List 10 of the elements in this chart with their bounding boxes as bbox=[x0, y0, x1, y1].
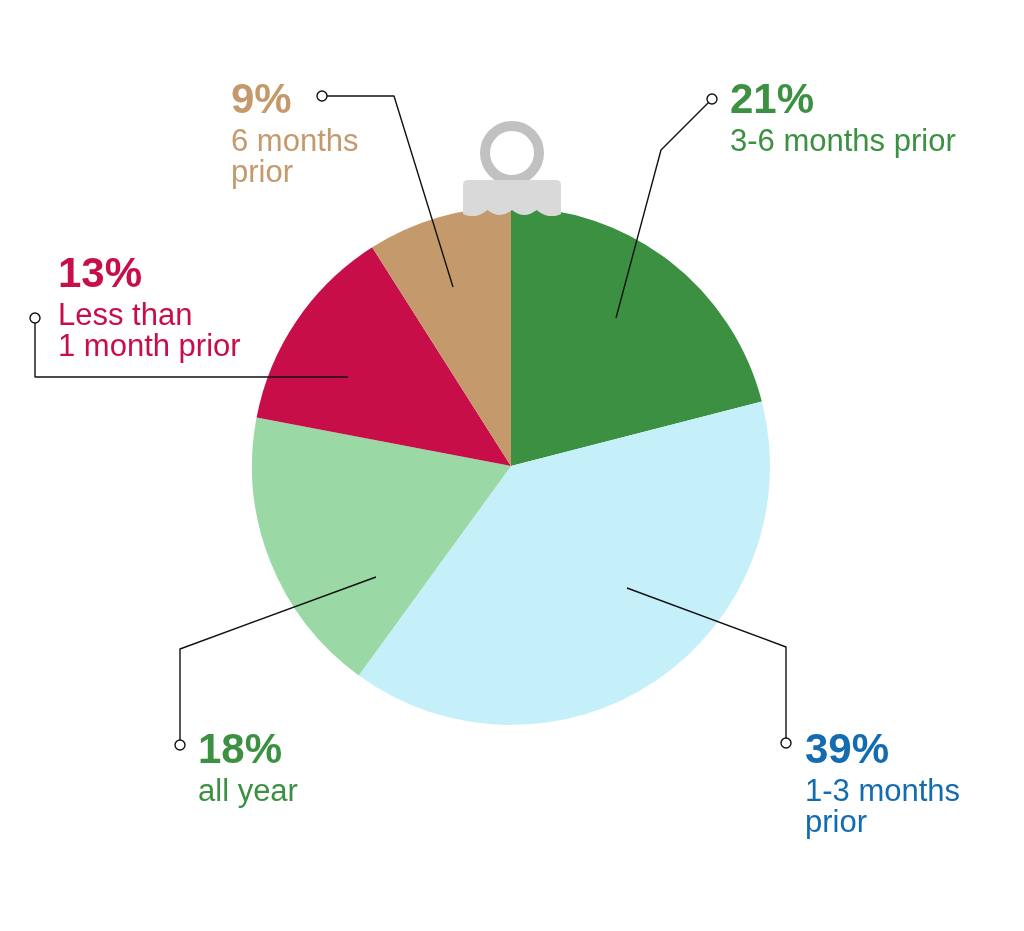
data-label: 9% bbox=[231, 75, 292, 122]
data-label: 13% bbox=[58, 249, 143, 296]
slice-label: 6 months prior bbox=[231, 123, 359, 189]
data-label: 39% bbox=[805, 725, 890, 772]
slice-label: all year bbox=[198, 773, 298, 808]
data-label: 18% bbox=[198, 725, 283, 772]
slice-label: 1-3 months prior bbox=[805, 773, 961, 839]
data-label: 21% bbox=[730, 75, 815, 122]
slice-label: Less than 1 month prior bbox=[58, 297, 241, 363]
slice-label: 3-6 months prior bbox=[730, 123, 956, 158]
